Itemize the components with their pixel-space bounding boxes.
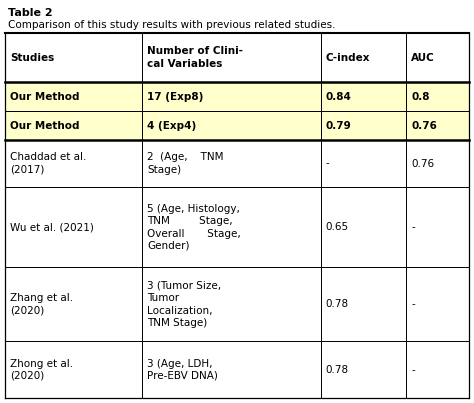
Bar — [406, 33, 469, 82]
Text: 0.76: 0.76 — [411, 120, 437, 131]
Bar — [320, 82, 406, 111]
Text: Our Method: Our Method — [10, 92, 80, 102]
Text: Comparison of this study results with previous related studies.: Comparison of this study results with pr… — [8, 20, 336, 30]
Bar — [406, 111, 469, 140]
Bar — [5, 268, 142, 341]
Text: Number of Clini-
cal Variables: Number of Clini- cal Variables — [147, 46, 243, 69]
Bar — [406, 187, 469, 268]
Bar — [142, 268, 320, 341]
Bar — [320, 341, 406, 398]
Bar — [406, 268, 469, 341]
Text: 17 (Exp8): 17 (Exp8) — [147, 92, 203, 102]
Bar — [142, 140, 320, 187]
Bar — [5, 140, 142, 187]
Bar — [142, 82, 320, 111]
Bar — [5, 82, 142, 111]
Text: 0.65: 0.65 — [326, 222, 349, 232]
Text: Zhong et al.
(2020): Zhong et al. (2020) — [10, 359, 73, 381]
Text: 2  (Age,    TNM
Stage): 2 (Age, TNM Stage) — [147, 152, 223, 175]
Text: Wu et al. (2021): Wu et al. (2021) — [10, 222, 94, 232]
Bar — [5, 341, 142, 398]
Text: Studies: Studies — [10, 53, 54, 63]
Bar — [320, 187, 406, 268]
Text: -: - — [411, 299, 415, 310]
Bar — [320, 268, 406, 341]
Bar — [142, 341, 320, 398]
Text: 4 (Exp4): 4 (Exp4) — [147, 120, 196, 131]
Text: 3 (Age, LDH,
Pre-EBV DNA): 3 (Age, LDH, Pre-EBV DNA) — [147, 359, 218, 381]
Text: 0.84: 0.84 — [326, 92, 351, 102]
Bar — [5, 187, 142, 268]
Text: C-index: C-index — [326, 53, 370, 63]
Bar — [5, 33, 142, 82]
Text: 0.8: 0.8 — [411, 92, 430, 102]
Bar — [406, 140, 469, 187]
Bar — [320, 140, 406, 187]
Bar — [406, 82, 469, 111]
Bar — [142, 111, 320, 140]
Text: 0.79: 0.79 — [326, 120, 351, 131]
Text: 0.76: 0.76 — [411, 158, 435, 168]
Bar — [142, 33, 320, 82]
Text: -: - — [411, 222, 415, 232]
Text: -: - — [326, 158, 329, 168]
Text: Table 2: Table 2 — [8, 8, 53, 18]
Text: 5 (Age, Histology,
TNM         Stage,
Overall       Stage,
Gender): 5 (Age, Histology, TNM Stage, Overall St… — [147, 204, 241, 251]
Bar — [320, 33, 406, 82]
Bar — [142, 187, 320, 268]
Text: Zhang et al.
(2020): Zhang et al. (2020) — [10, 293, 73, 316]
Text: AUC: AUC — [411, 53, 435, 63]
Text: Chaddad et al.
(2017): Chaddad et al. (2017) — [10, 152, 86, 175]
Text: 0.78: 0.78 — [326, 365, 349, 375]
Bar — [5, 111, 142, 140]
Text: Our Method: Our Method — [10, 120, 80, 131]
Text: -: - — [411, 365, 415, 375]
Text: 0.78: 0.78 — [326, 299, 349, 310]
Bar — [320, 111, 406, 140]
Bar — [406, 341, 469, 398]
Text: 3 (Tumor Size,
Tumor
Localization,
TNM Stage): 3 (Tumor Size, Tumor Localization, TNM S… — [147, 281, 221, 328]
